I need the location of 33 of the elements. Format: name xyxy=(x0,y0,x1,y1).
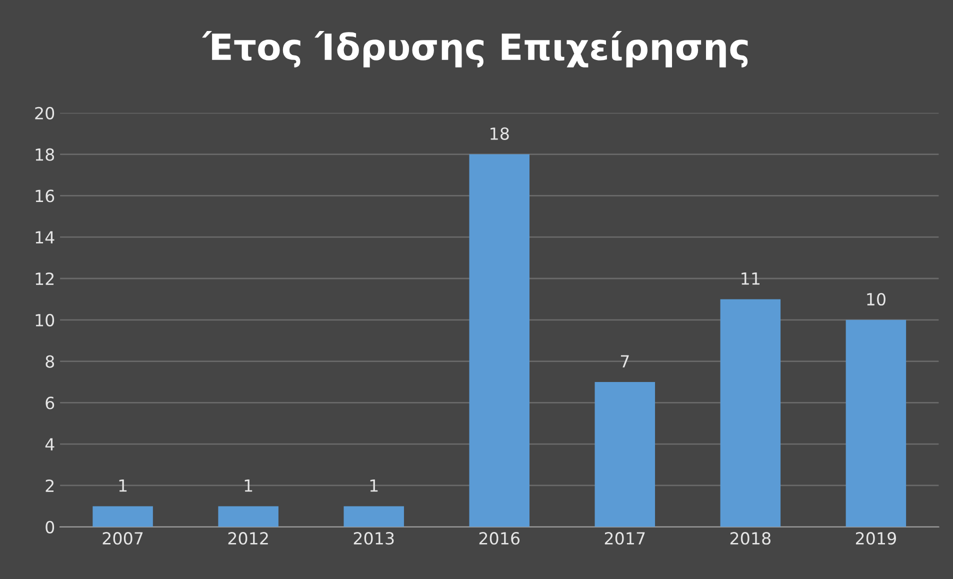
bar xyxy=(469,154,530,527)
y-tick-label: 4 xyxy=(45,438,54,450)
y-tick-label: 2 xyxy=(46,479,54,492)
y-tick-label: 18 xyxy=(36,148,54,161)
chart-title: Έτος Ίδρυσης Επιχείρησης xyxy=(202,31,748,68)
data-label: 1 xyxy=(119,479,127,492)
bar xyxy=(218,506,278,527)
y-tick-label: 14 xyxy=(36,231,54,244)
x-tick-label: 2007 xyxy=(102,532,143,545)
x-tick-label: 2016 xyxy=(479,532,520,545)
data-label: 11 xyxy=(742,272,760,285)
data-label: 1 xyxy=(370,479,378,492)
bar xyxy=(92,506,153,527)
data-label: 7 xyxy=(620,355,629,368)
y-tick-label: 16 xyxy=(36,190,54,202)
data-label: 1 xyxy=(244,479,252,492)
bar xyxy=(594,382,656,527)
y-tick-label: 8 xyxy=(46,355,54,368)
x-tick-label: 2017 xyxy=(604,532,645,545)
x-tick-label: 2018 xyxy=(730,532,770,545)
y-tick-label: 10 xyxy=(36,314,54,326)
x-tick-label: 2019 xyxy=(856,532,896,545)
x-tick-label: 2013 xyxy=(354,532,394,545)
bar xyxy=(846,320,906,527)
x-tick-label: 2012 xyxy=(228,532,268,545)
data-label: 10 xyxy=(867,292,886,306)
y-tick-label: 12 xyxy=(36,272,54,285)
y-tick-label: 20 xyxy=(35,106,54,120)
bar xyxy=(720,299,781,527)
y-tick-label: 0 xyxy=(46,520,54,534)
data-label: 18 xyxy=(490,127,509,140)
bar xyxy=(344,506,404,527)
y-tick-label: 6 xyxy=(46,396,54,410)
